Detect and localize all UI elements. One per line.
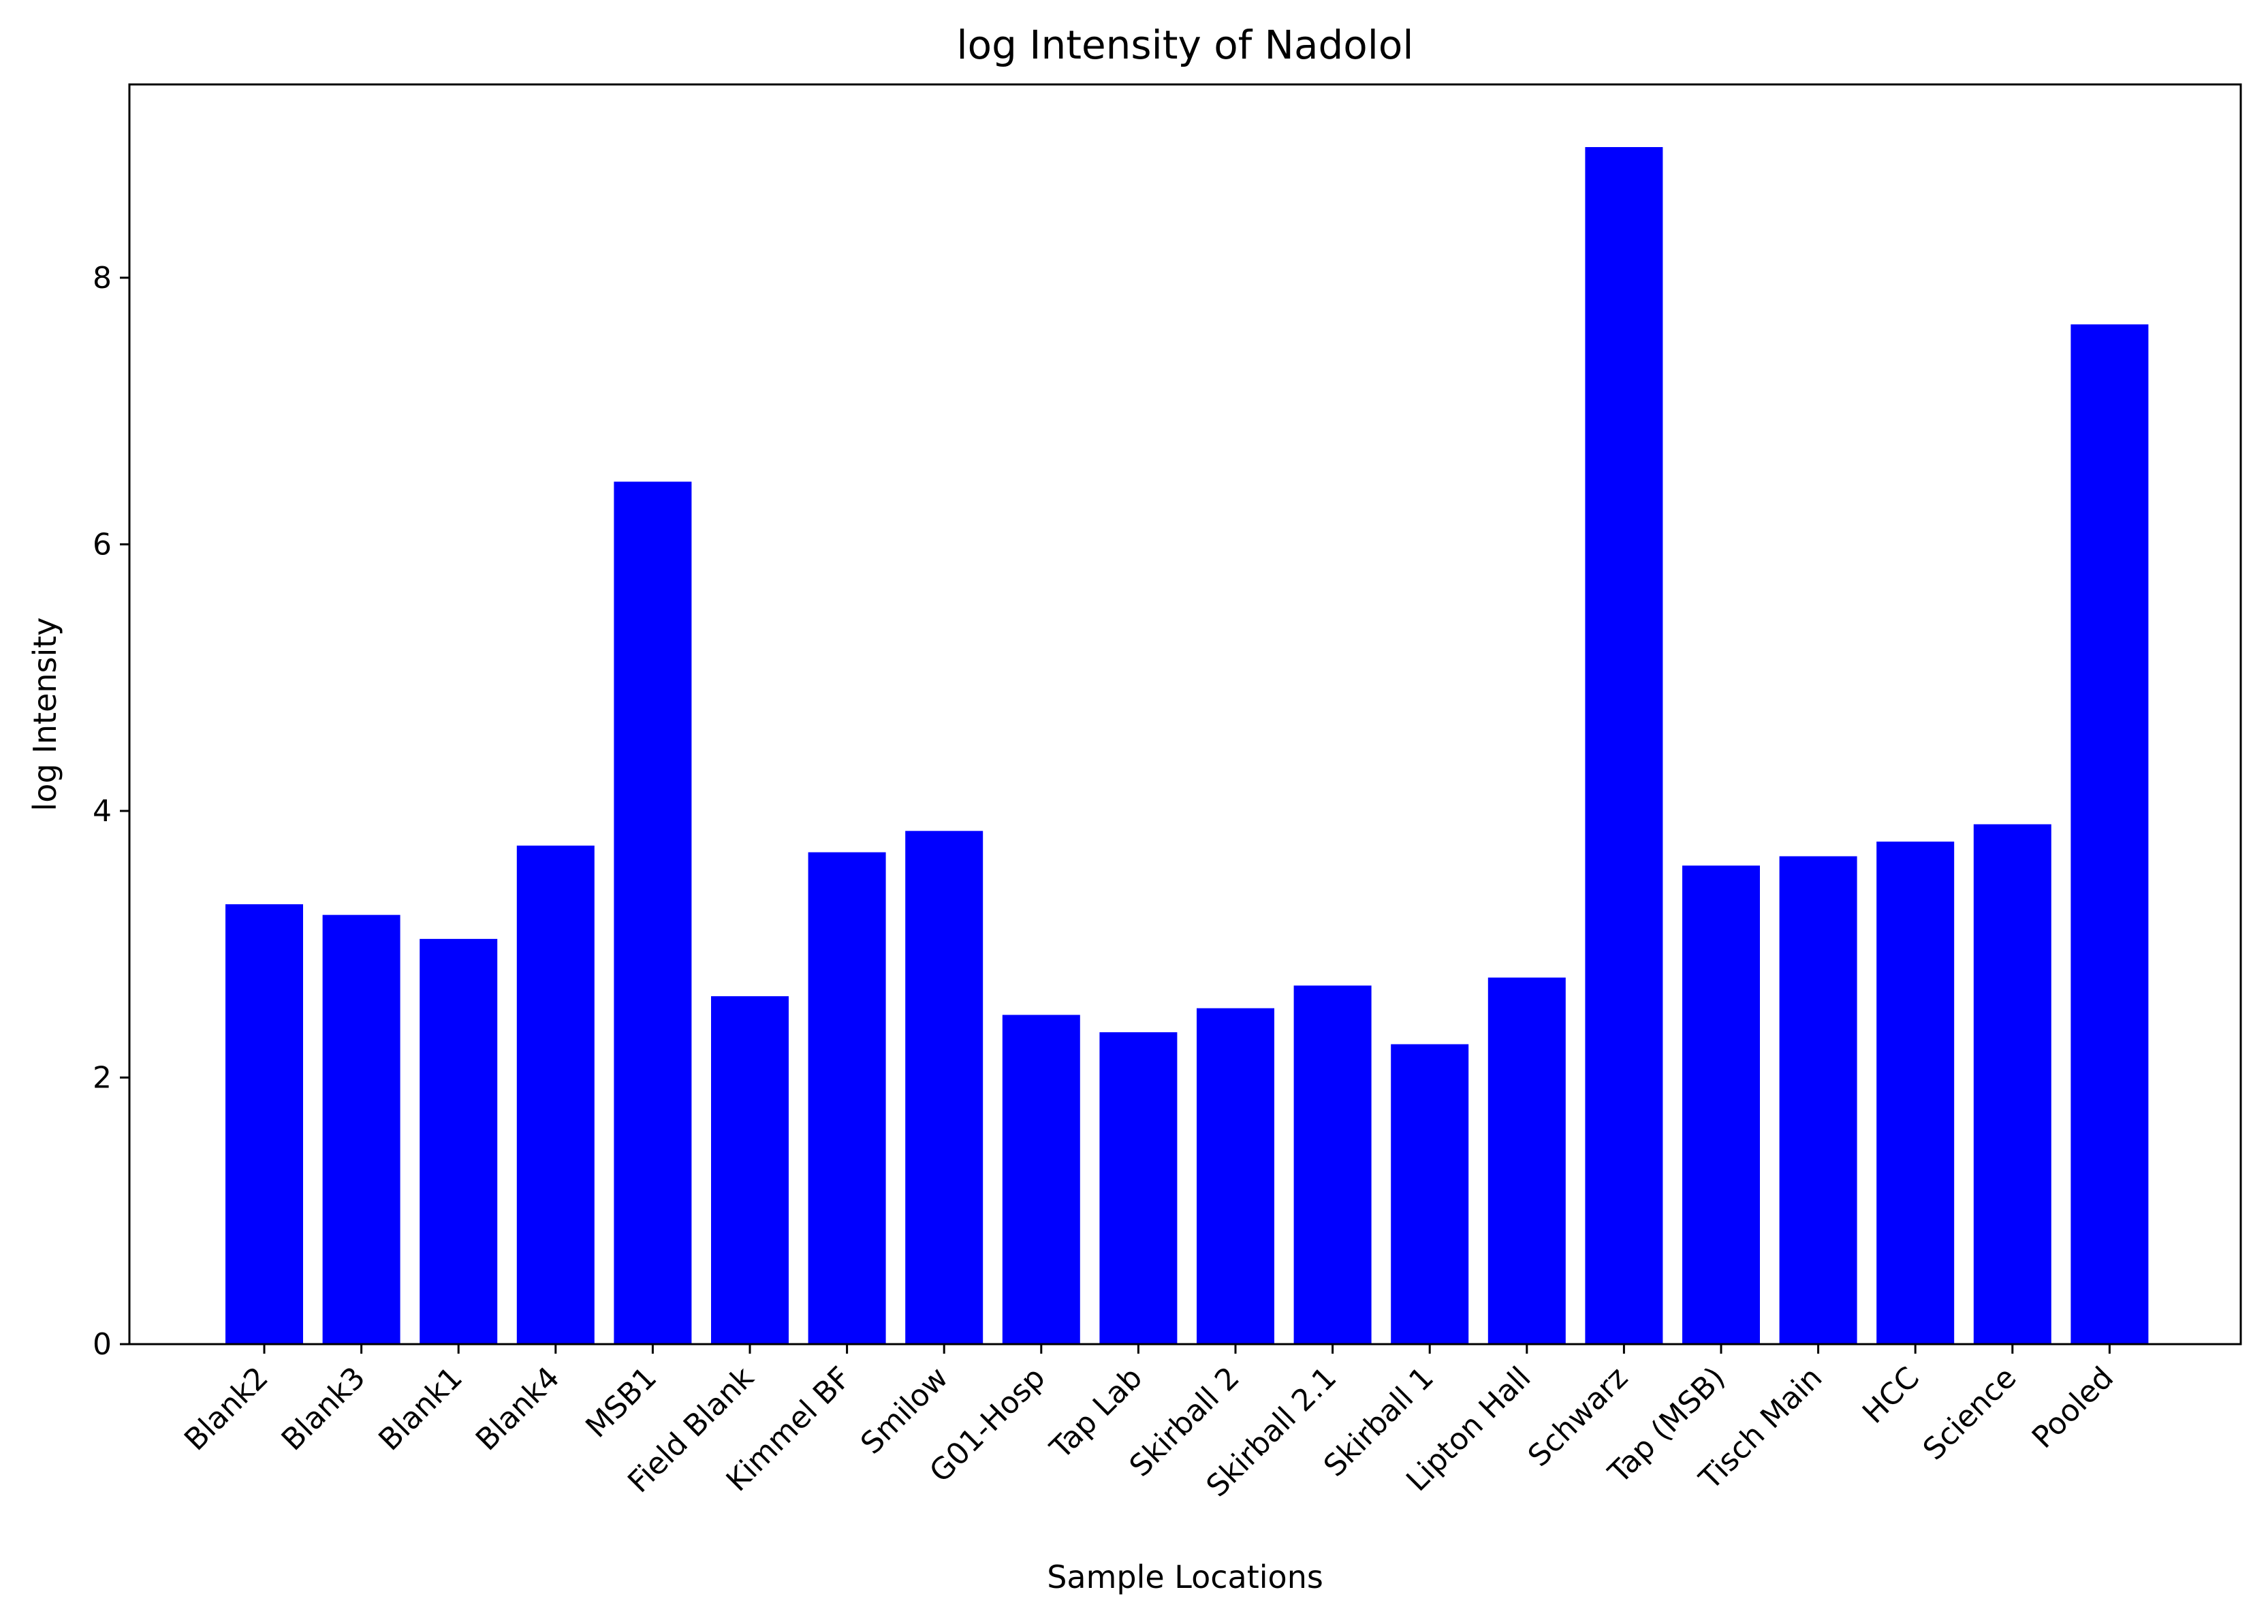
x-tick-label: HCC — [1856, 1360, 1926, 1431]
x-axis-label: Sample Locations — [1047, 1559, 1323, 1595]
bar-smilow — [905, 831, 983, 1344]
bar-tap-lab — [1099, 1032, 1178, 1344]
x-tick-label: Science — [1917, 1360, 2023, 1467]
bar-skirball-1 — [1391, 1044, 1469, 1344]
bar-science — [1973, 824, 2051, 1344]
bar-msb1 — [614, 481, 692, 1344]
bar-tisch-main — [1779, 856, 1857, 1344]
bar-schwarz — [1585, 147, 1663, 1344]
bar-skirball-2 — [1197, 1008, 1274, 1344]
bar-pooled — [2070, 324, 2149, 1344]
plot-frame — [128, 83, 2242, 1346]
y-tick-label: 8 — [93, 261, 112, 296]
y-tick-label: 4 — [93, 794, 112, 829]
y-axis-label: log Intensity — [27, 618, 63, 812]
bar-blank1 — [420, 938, 498, 1344]
bar-blank3 — [322, 914, 400, 1344]
y-tick-label: 2 — [93, 1060, 112, 1095]
bar-g01-hosp — [1002, 1015, 1080, 1344]
x-tick-label: MSB1 — [579, 1360, 663, 1445]
x-tick-label: Smilow — [854, 1360, 955, 1461]
bar-tap-msb — [1682, 865, 1760, 1344]
x-tick-label: Pooled — [2026, 1360, 2120, 1455]
bar-lipton-hall — [1487, 977, 1566, 1344]
bar-kimmel-bf — [808, 852, 886, 1344]
bar-blank4 — [516, 845, 595, 1344]
chart-title: log Intensity of Nadolol — [956, 22, 1413, 68]
bar-blank2 — [225, 904, 303, 1344]
x-tick-label: Blank1 — [372, 1360, 469, 1458]
bar-field-blank — [711, 996, 789, 1344]
y-axis: 0 2 4 6 8 — [93, 261, 129, 1362]
x-tick-label: Blank3 — [275, 1360, 373, 1458]
y-tick-label: 6 — [93, 527, 112, 562]
bar-skirball-2-1 — [1293, 985, 1372, 1344]
bars-layer — [225, 147, 2149, 1344]
x-tick-label: Blank2 — [178, 1360, 275, 1458]
bar-hcc — [1876, 841, 1955, 1344]
y-tick-label: 0 — [93, 1327, 112, 1362]
x-tick-label: Blank4 — [469, 1360, 567, 1458]
